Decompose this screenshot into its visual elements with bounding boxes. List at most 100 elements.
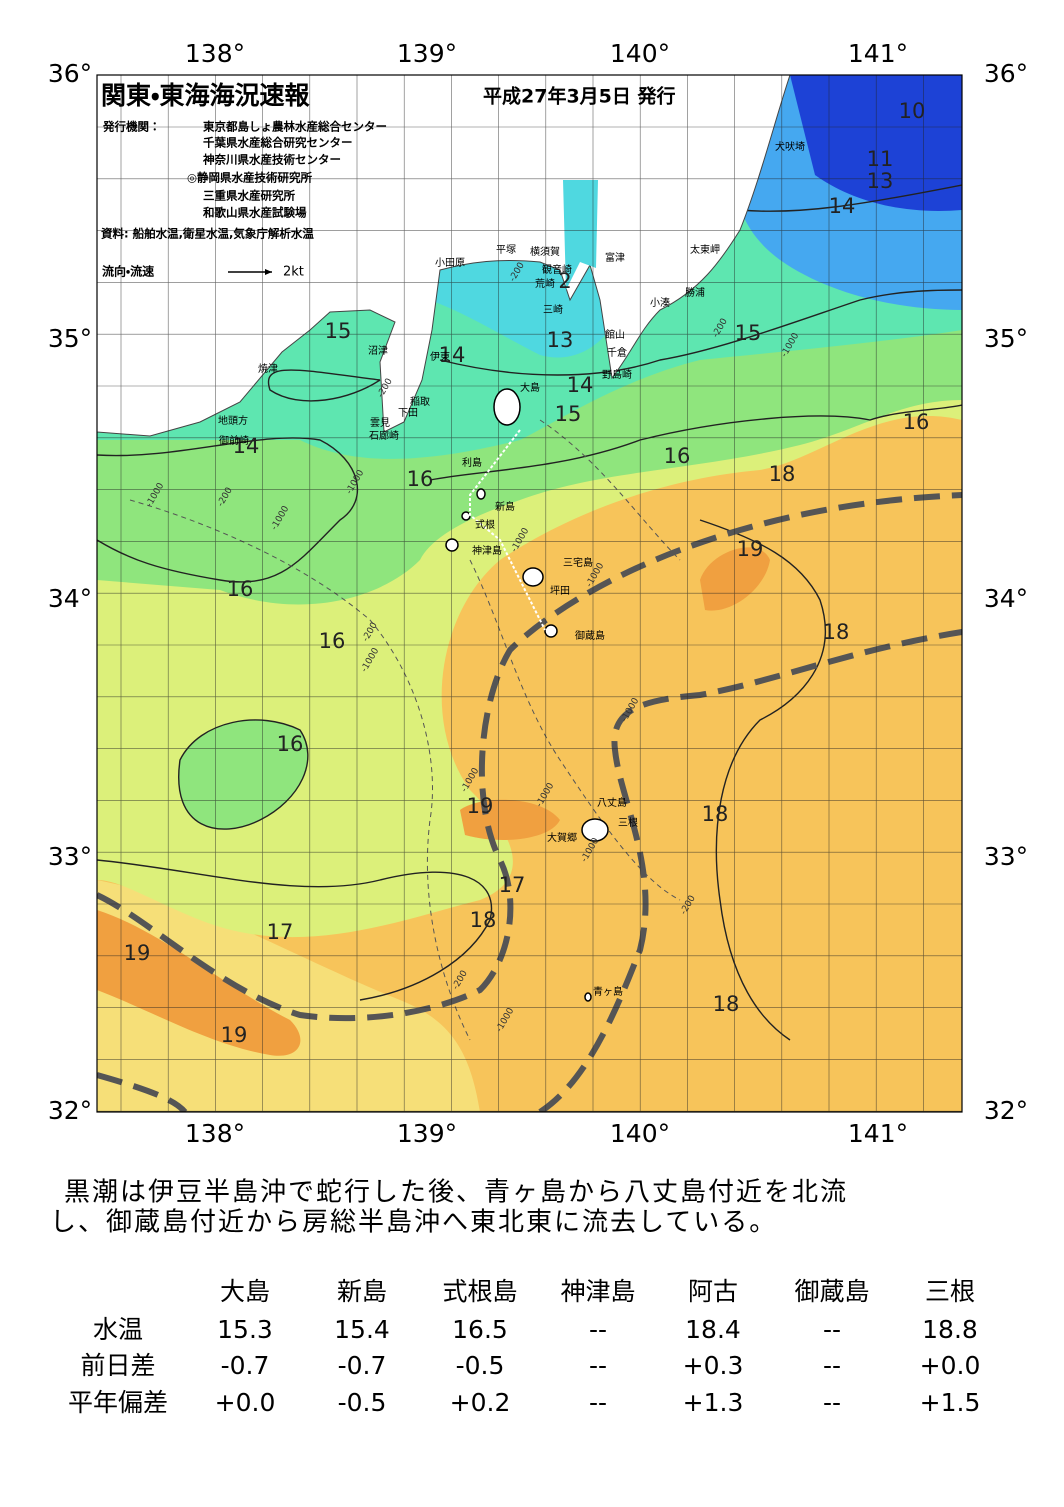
isotherm-label: 18 [713,992,740,1016]
latitude-label: 36° [984,59,1028,88]
table-cell: +0.0 [920,1351,981,1380]
isotherm-label: 19 [124,941,151,965]
place-name: 御前崎 [219,434,249,447]
longitude-label: 140° [610,39,670,68]
isotherm-label: 2 [558,269,571,293]
table-header: 御蔵島 [794,1277,869,1306]
place-name: 館山 [605,328,625,341]
place-name: 御蔵島 [575,629,605,642]
place-name: 沼津 [368,344,388,357]
table-cell: -- [823,1315,841,1344]
place-name: 大島 [520,381,540,394]
place-name: 焼津 [258,363,278,375]
latitude-label: 32° [48,1096,92,1125]
table-header: 阿古 [688,1277,738,1306]
place-name: 坪田 [550,584,570,597]
description-line: し、御蔵島付近から房総半島沖へ東北東に流去している。 [50,1208,777,1238]
isotherm-label: 16 [407,467,434,491]
isotherm-label: 15 [555,402,582,426]
longitude-label: 140° [610,1119,670,1148]
sea-yellow [97,880,480,1112]
place-name: 雲見 [370,417,390,429]
islands [445,388,609,1002]
place-name: 三宅島 [563,556,593,569]
table-cell: 18.8 [922,1315,978,1344]
place-name: 犬吠埼 [775,140,805,153]
isotherm-label: 16 [227,577,254,601]
table-cell: -0.7 [221,1351,270,1380]
publisher: ◎静岡県水産技術研究所 [187,171,313,185]
isotherm-label: 18 [702,802,729,826]
place-name: 荒崎 [535,277,555,290]
isotherm-label: 19 [737,537,764,561]
table-header: 神津島 [560,1277,635,1306]
latitude-label: 32° [984,1096,1028,1125]
isotherm-label: 14 [829,194,856,218]
survey-track [469,429,546,631]
table-cell: -- [823,1351,841,1380]
table-cell: -- [589,1388,607,1417]
place-name: 観音崎 [542,263,572,276]
table-cell: -0.5 [338,1388,387,1417]
table-cell: +0.0 [215,1388,276,1417]
table-header: 式根島 [442,1277,517,1306]
longitude-label: 138° [185,39,245,68]
isotherm-label: 15 [325,319,352,343]
place-name: 伊東 [430,350,450,363]
issue-date: 平成27年3月5日 発行 [483,85,676,108]
isotherm-label: 15 [735,321,762,345]
longitude-label: 139° [397,39,457,68]
isotherm-label: 16 [277,732,304,756]
isotherm-label: 14 [567,373,594,397]
place-name: 三崎 [543,303,563,316]
legend-label: 流向・流速 [102,264,154,279]
place-name: 千倉 [607,347,627,359]
land [97,75,791,437]
table-cell: -- [589,1315,607,1344]
graticule [97,75,962,1112]
publisher: 千葉県水産総合研究センター [203,136,353,150]
place-name: 青ヶ島 [593,985,623,998]
isotherm-label: 18 [470,908,497,932]
place-name: 神津島 [472,544,502,557]
place-name: 三根 [618,816,638,829]
row-label: 平年偏差 [68,1388,168,1417]
table-cell: +1.3 [683,1388,744,1417]
title: 関東・東海海況速報 [101,81,311,110]
place-name: 下田 [398,408,418,419]
place-name: 小田原 [435,257,465,269]
table-cell: -- [823,1388,841,1417]
place-name: 小湊 [650,296,670,309]
isotherm-label: 10 [899,99,926,123]
table-cell: 15.4 [334,1315,390,1344]
table-cell: -- [589,1351,607,1380]
longitude-label: 141° [848,39,908,68]
longitude-label: 141° [848,1119,908,1148]
latitude-label: 34° [48,584,92,613]
isotherm-label: 18 [823,620,850,644]
description-line: 黒潮は伊豆半島沖で蛇行した後、青ヶ島から八丈島付近を北流 [64,1178,848,1208]
publisher: 三重県水産研究所 [203,189,295,203]
publisher: 和歌山県水産試験場 [203,206,307,220]
tokyo-bay [563,180,598,290]
place-name: 地頭方 [218,414,248,427]
latitude-label: 36° [48,59,92,88]
place-name: 野島崎 [602,368,632,381]
table-header: 三根 [925,1277,975,1306]
latitude-label: 33° [984,842,1028,871]
isotherm-label: 18 [769,462,796,486]
isotherm-label: 14 [233,434,260,458]
latitude-label: 35° [984,324,1028,353]
place-name: 横須賀 [530,245,560,258]
map-frame [96,74,963,1113]
source: 資料: 船舶水温,衛星水温,気象庁解析水温 [101,227,314,241]
table-header: 大島 [220,1277,270,1306]
place-name: 勝浦 [685,286,705,299]
table-cell: +0.2 [450,1388,511,1417]
sea-green [178,720,308,830]
row-label: 前日差 [80,1351,155,1380]
table-cell: -0.5 [456,1351,505,1380]
isotherm-label: 19 [467,794,494,818]
